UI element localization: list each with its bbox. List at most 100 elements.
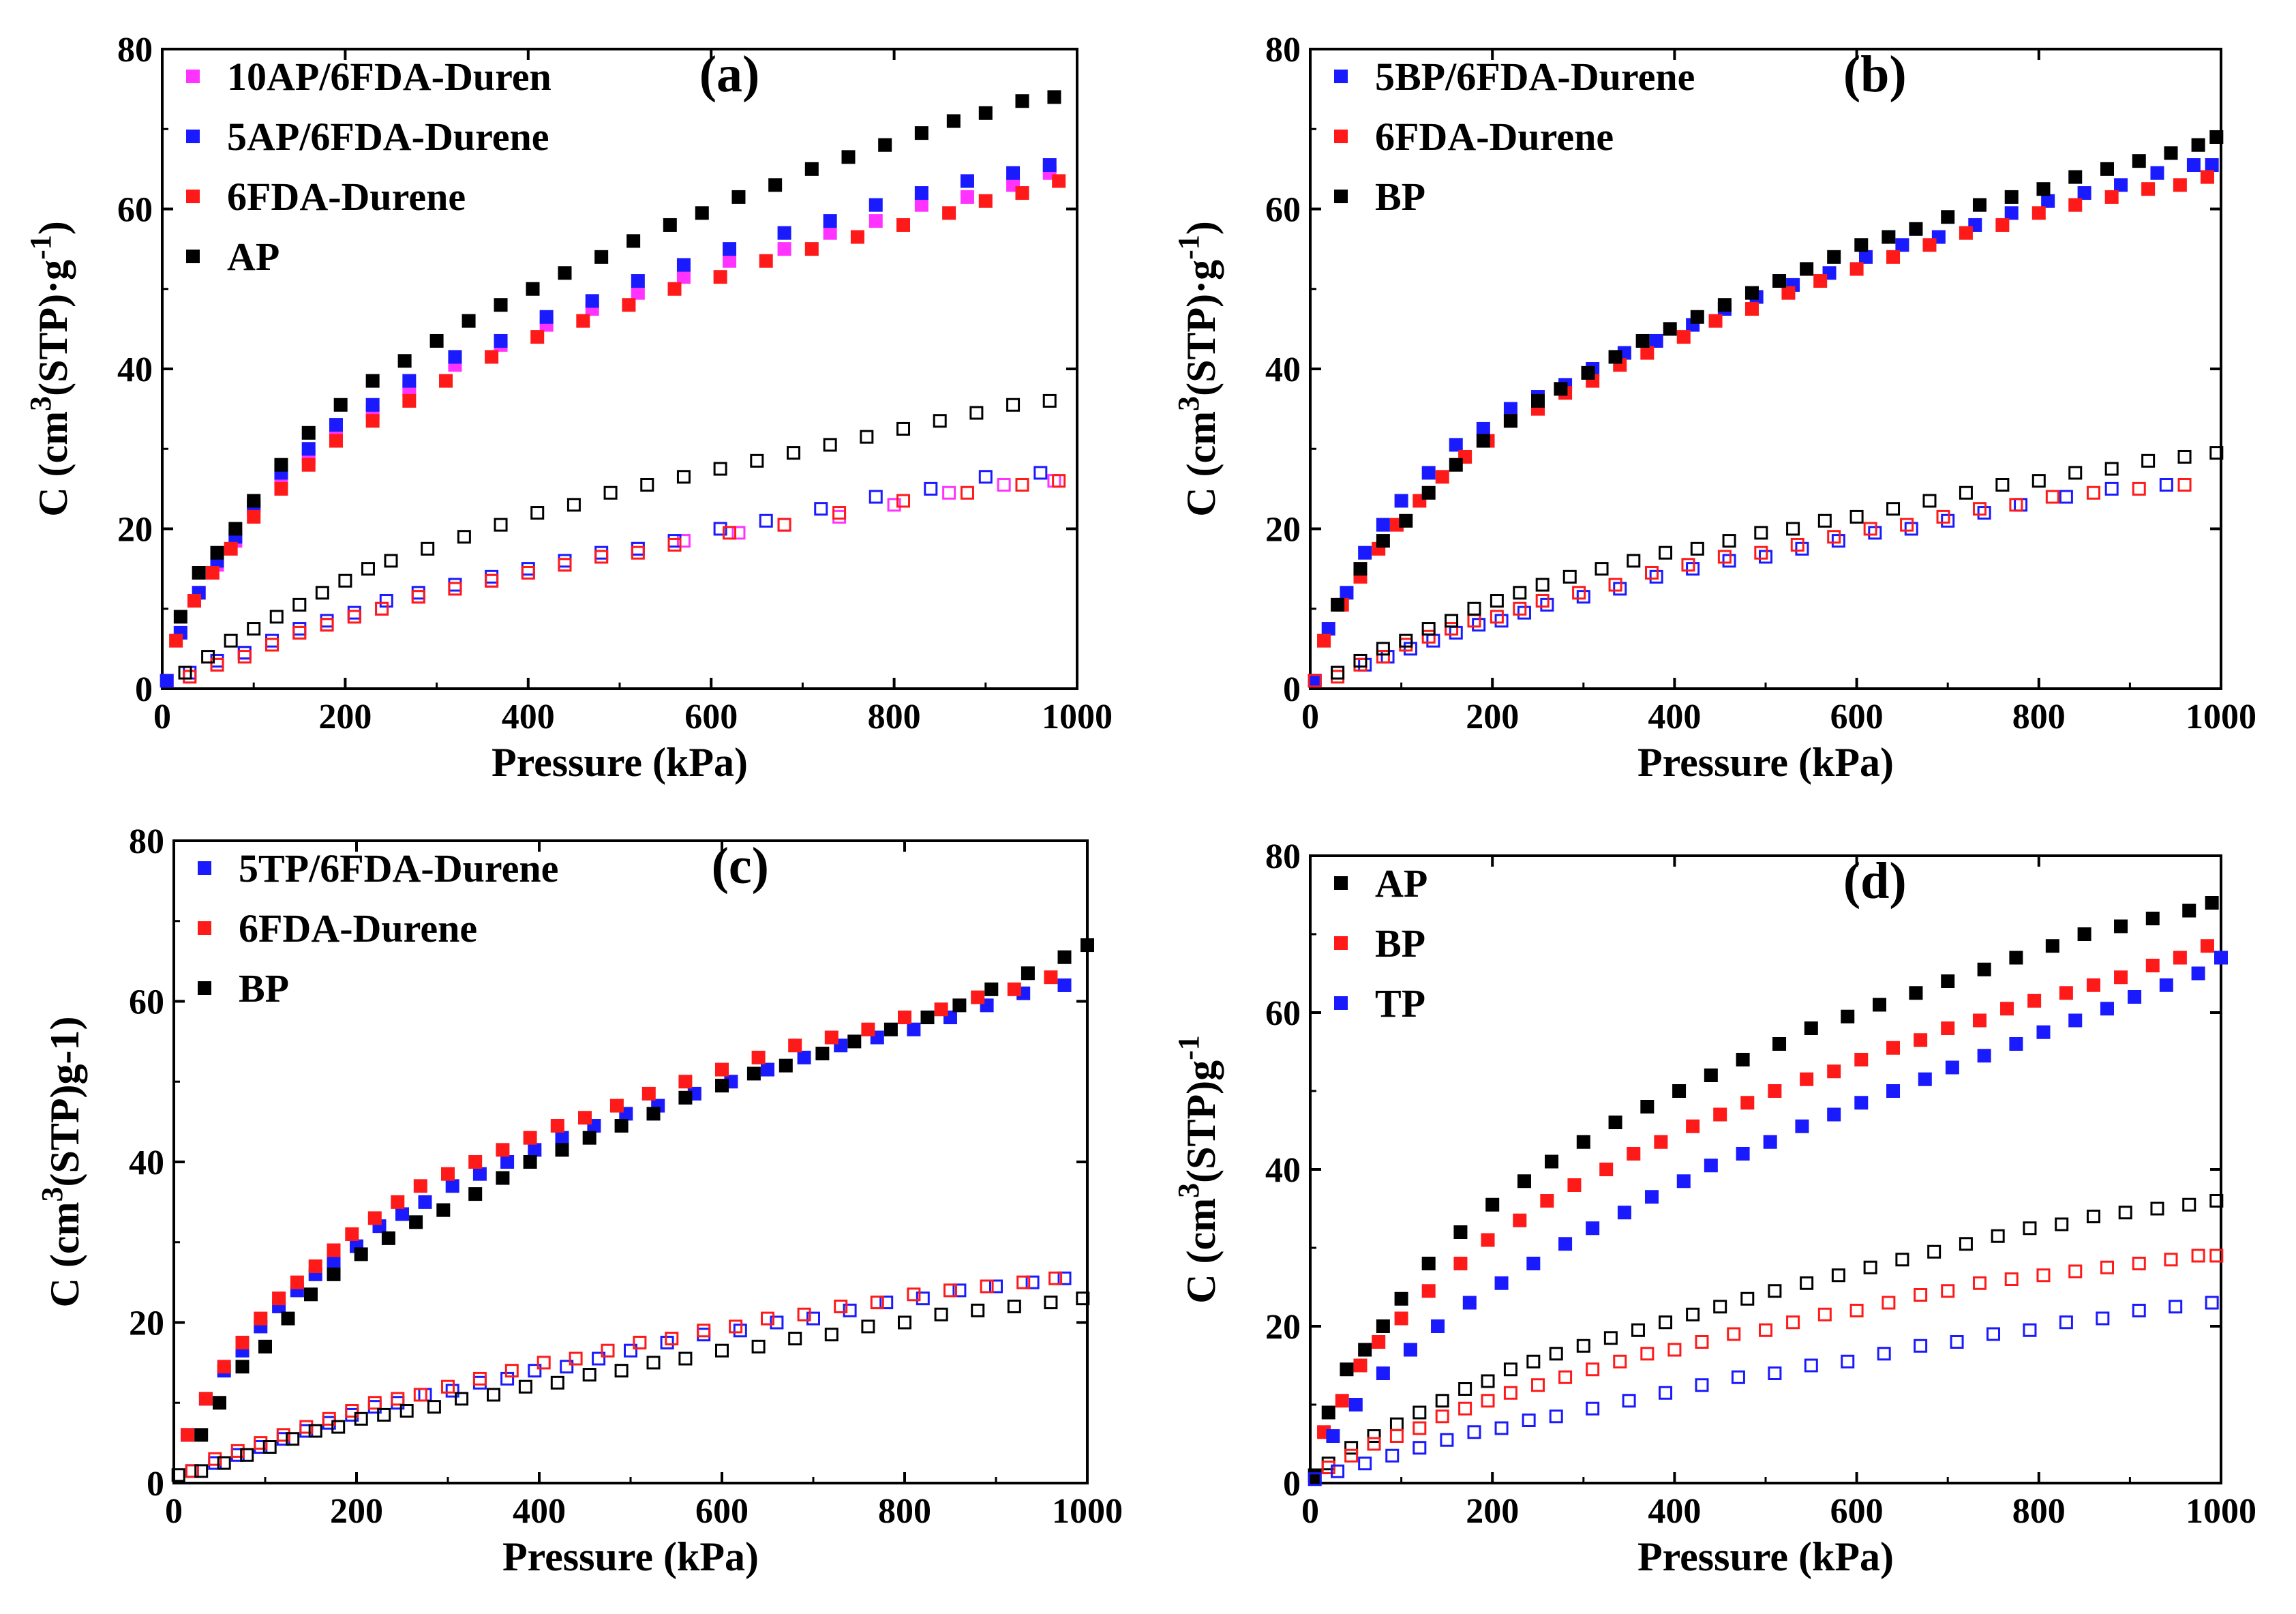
data-point	[365, 414, 380, 428]
x-tick-label: 600	[1830, 1492, 1884, 1531]
data-point	[678, 1075, 693, 1089]
data-point-open	[2086, 1210, 2100, 1223]
series-6fda-durene	[181, 970, 1058, 1442]
data-point	[213, 1396, 226, 1410]
data-point-open	[715, 1343, 729, 1358]
data-point	[1941, 1021, 1955, 1035]
data-point	[381, 1231, 395, 1245]
data-point-open	[750, 453, 764, 468]
data-point	[1704, 1068, 1718, 1082]
data-point-open	[1445, 614, 1459, 628]
data-point	[2114, 919, 2128, 933]
data-point-open	[824, 1328, 839, 1342]
data-point-open	[1882, 1296, 1896, 1310]
legend-marker	[1334, 190, 1348, 203]
data-point	[448, 350, 462, 364]
data-point-open	[1321, 1461, 1335, 1474]
data-point	[468, 1155, 483, 1169]
data-point	[301, 442, 316, 456]
data-point-open	[1389, 1417, 1404, 1431]
data-point	[1526, 1257, 1541, 1270]
data-point	[1376, 1319, 1390, 1333]
data-point	[329, 434, 343, 448]
data-point-open	[1481, 1374, 1495, 1388]
data-point	[1394, 1291, 1408, 1306]
data-point-open	[1586, 1362, 1600, 1377]
data-point-open	[308, 1424, 322, 1438]
data-point-open	[1353, 657, 1368, 672]
data-point-open	[265, 633, 280, 648]
data-point	[1394, 494, 1408, 508]
data-point-open	[1380, 650, 1395, 664]
data-point	[2045, 939, 2059, 953]
series-blue-open	[1308, 1296, 2219, 1486]
data-point-open	[550, 1375, 564, 1390]
data-point-open	[210, 657, 224, 672]
data-point	[258, 1339, 272, 1354]
data-point	[1586, 1221, 1600, 1236]
data-point	[1768, 1084, 1782, 1098]
data-point	[1772, 274, 1787, 288]
data-point-open	[1868, 526, 1882, 540]
data-point-open	[361, 562, 375, 576]
data-point	[1476, 434, 1490, 448]
data-point-open	[183, 666, 197, 680]
data-point	[2027, 993, 2042, 1008]
data-point	[1340, 1362, 1354, 1377]
data-point	[468, 1187, 483, 1201]
x-tick-label: 400	[513, 1492, 566, 1531]
y-tick-label: 0	[1283, 670, 1301, 709]
data-point	[2068, 1013, 2083, 1028]
panel-b: 0 200 400 600 800 1000 0 20 40 60 80 Pressure (kPa)…	[1172, 31, 2256, 785]
data-point-open	[806, 1311, 820, 1326]
legend-label: 5AP/6FDA-Durene	[227, 115, 549, 159]
data-point-open	[558, 558, 572, 572]
data-point-open	[320, 614, 334, 628]
data-point-open	[834, 1299, 848, 1313]
data-point	[173, 610, 187, 624]
data-point-open	[2059, 1315, 2073, 1330]
data-point-open	[697, 1324, 711, 1338]
data-point-open	[943, 1283, 957, 1298]
data-point	[777, 226, 791, 240]
data-point	[804, 162, 819, 176]
data-point	[1704, 1159, 1718, 1173]
data-point	[1736, 1053, 1750, 1066]
data-point	[609, 1099, 624, 1113]
data-point	[1895, 238, 1909, 252]
data-point-open	[631, 541, 645, 556]
data-point-open	[2177, 449, 2192, 464]
x-tick-label: 1000	[2186, 1492, 2256, 1531]
y-tick-label: 0	[147, 1465, 164, 1504]
data-point-open	[2086, 485, 2100, 500]
data-point-open	[1690, 541, 1704, 556]
data-point-open	[861, 1319, 875, 1334]
data-point-open	[558, 554, 572, 568]
data-point-open	[1991, 1229, 2005, 1243]
data-point	[1608, 1116, 1622, 1129]
data-point-open	[331, 1420, 346, 1434]
data-point-open	[2182, 1197, 2196, 1212]
y-tick-label: 0	[1283, 1465, 1301, 1504]
data-point-open	[230, 1444, 245, 1458]
panel-label: (b)	[1843, 46, 1907, 103]
data-point-open	[2045, 490, 2059, 504]
data-point-open	[1627, 554, 1641, 568]
data-point-open	[1421, 622, 1436, 636]
data-point-open	[1790, 537, 1804, 552]
data-point-open	[347, 610, 361, 624]
x-tick-label: 0	[1301, 1492, 1319, 1531]
y-tick-label: 60	[1265, 994, 1301, 1033]
data-point	[395, 1207, 409, 1221]
data-point	[1686, 1119, 1700, 1133]
data-point	[397, 354, 412, 368]
data-point-open	[2118, 1206, 2132, 1220]
data-point-open	[1440, 1433, 1454, 1447]
data-point	[1394, 1311, 1408, 1326]
data-point-open	[558, 558, 572, 572]
data-point	[530, 330, 545, 344]
data-point	[2077, 186, 2091, 200]
data-point-open	[2036, 1268, 2051, 1283]
data-point-open	[933, 414, 947, 428]
data-point	[1740, 1096, 1755, 1110]
